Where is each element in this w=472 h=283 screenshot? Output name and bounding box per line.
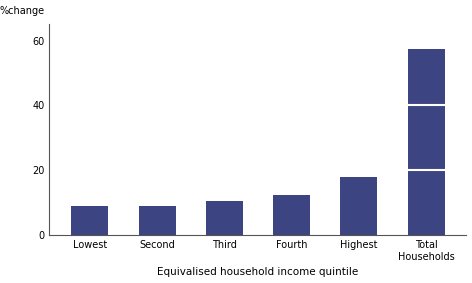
X-axis label: Equivalised household income quintile: Equivalised household income quintile <box>157 267 359 277</box>
Bar <box>71 206 108 235</box>
Bar <box>139 206 176 235</box>
Bar <box>340 177 377 235</box>
Bar <box>273 195 310 235</box>
Text: %change: %change <box>0 6 44 16</box>
Bar <box>206 201 243 235</box>
Bar <box>408 49 445 235</box>
